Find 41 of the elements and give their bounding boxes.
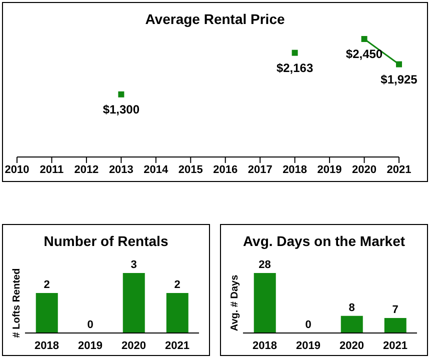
point — [292, 50, 298, 56]
data-label: $2,163 — [276, 60, 314, 75]
point — [361, 36, 368, 42]
x-tick-label: 2020 — [340, 340, 364, 352]
x-tick-label: 2021 — [165, 340, 190, 352]
y-axis-title: Avg. # Days — [230, 274, 241, 332]
y-axis-title: # Lofts Rented — [12, 268, 23, 338]
x-tick-label: 2014 — [144, 164, 170, 176]
x-tick-label: 2018 — [282, 164, 308, 176]
data-label: $1,300 — [102, 102, 140, 116]
data-label: 0 — [87, 319, 94, 331]
x-tick-label: 2016 — [213, 164, 238, 176]
data-label: 28 — [258, 259, 271, 271]
x-tick-label: 2021 — [386, 164, 412, 176]
x-tick-label: 2018 — [34, 340, 59, 352]
x-tick-label: 2017 — [248, 164, 272, 176]
x-tick-label: 2013 — [108, 164, 134, 176]
x-tick-label: 2011 — [40, 164, 64, 176]
x-tick-label: 2021 — [383, 340, 408, 352]
x-tick-label: 2020 — [122, 340, 146, 352]
x-tick-label: 2018 — [252, 340, 277, 352]
data-label: 2 — [174, 279, 180, 291]
x-tick-label: 2019 — [78, 340, 102, 352]
data-label: 2 — [44, 279, 50, 291]
x-tick-label: 2020 — [352, 164, 377, 176]
point — [118, 91, 124, 98]
data-label: 7 — [392, 304, 398, 316]
data-label: $1,925 — [380, 72, 418, 86]
data-label: $2,450 — [346, 47, 383, 61]
x-tick-label: 2019 — [317, 164, 342, 176]
x-tick-label: 2015 — [178, 164, 203, 176]
chart-title: Number of Rentals — [42, 233, 170, 251]
chart-title: Avg. Days on the Market — [242, 233, 406, 251]
x-tick-label: 2019 — [296, 340, 320, 352]
x-tick-label: 2010 — [4, 164, 30, 176]
point — [396, 61, 402, 68]
data-label: 0 — [305, 319, 312, 331]
x-tick-label: 2012 — [74, 164, 99, 176]
data-label: 3 — [130, 259, 137, 271]
data-label: 8 — [348, 302, 355, 314]
chart-title: Average Rental Price — [144, 11, 286, 29]
